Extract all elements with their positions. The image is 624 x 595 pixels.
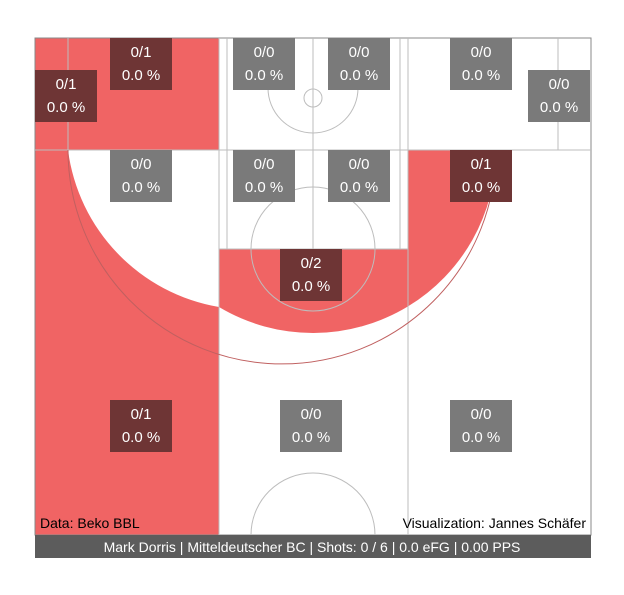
- zone-made-attempts: 0/0: [349, 44, 370, 61]
- zone-fill-three-left: [35, 150, 219, 535]
- free-throw-circle: [250, 186, 376, 312]
- zone-label-three-top: 0/0 0.0 %: [280, 400, 342, 452]
- three-point-arc: [67, 149, 497, 365]
- zone-label-box: [233, 150, 295, 202]
- zone-fg-percent: 0.0 %: [245, 67, 283, 84]
- zone-made-attempts: 0/2: [301, 255, 322, 272]
- zone-made-attempts: 0/0: [131, 156, 152, 173]
- zone-label-baseline-paint-right: 0/0 0.0 %: [328, 38, 390, 90]
- zone-label-box: [233, 38, 295, 90]
- zone-label-paint-upper-right: 0/0 0.0 %: [328, 150, 390, 202]
- zone-made-attempts: 0/0: [254, 44, 275, 61]
- zone-made-attempts: 0/0: [471, 44, 492, 61]
- zone-made-attempts: 0/1: [131, 406, 152, 423]
- zone-label-box: [110, 150, 172, 202]
- zone-fg-percent: 0.0 %: [122, 67, 160, 84]
- restricted-area-arc: [267, 87, 359, 134]
- zone-fg-percent: 0.0 %: [245, 179, 283, 196]
- zone-label-top-key-2: 0/2 0.0 %: [280, 249, 342, 301]
- zone-made-attempts: 0/0: [471, 406, 492, 423]
- zone-fg-percent: 0.0 %: [340, 179, 378, 196]
- zone-fg-percent: 0.0 %: [292, 429, 330, 446]
- zone-label-box: [110, 38, 172, 90]
- zone-fg-percent: 0.0 %: [47, 99, 85, 116]
- zone-label-box: [328, 150, 390, 202]
- zone-label-corner3-right: 0/0 0.0 %: [528, 70, 590, 122]
- zone-fg-percent: 0.0 %: [340, 67, 378, 84]
- zone-label-three-right: 0/0 0.0 %: [450, 400, 512, 452]
- zone-fg-percent: 0.0 %: [462, 179, 500, 196]
- zone-label-box: [280, 400, 342, 452]
- zone-label-box: [450, 400, 512, 452]
- zone-label-box: [450, 38, 512, 90]
- zone-made-attempts: 0/0: [549, 76, 570, 93]
- zone-label-box: [110, 400, 172, 452]
- zone-made-attempts: 0/0: [254, 156, 275, 173]
- zone-made-attempts: 0/0: [301, 406, 322, 423]
- zone-made-attempts: 0/1: [471, 156, 492, 173]
- footer-stats-label: Mark Dorris | Mitteldeutscher BC | Shots…: [104, 539, 521, 555]
- zone-label-box: [528, 70, 590, 122]
- zone-fg-percent: 0.0 %: [462, 429, 500, 446]
- zone-label-box: [35, 70, 97, 122]
- zone-made-attempts: 0/1: [56, 76, 77, 93]
- zone-made-attempts: 0/0: [349, 156, 370, 173]
- zone-label-corner3-left-upper: 0/1 0.0 %: [110, 38, 172, 90]
- zone-label-box: [280, 249, 342, 301]
- zone-label-wing2-left: 0/0 0.0 %: [110, 150, 172, 202]
- zone-fg-percent: 0.0 %: [462, 67, 500, 84]
- zone-fg-percent: 0.0 %: [540, 99, 578, 116]
- zone-label-three-left: 0/1 0.0 %: [110, 400, 172, 452]
- visualization-credit-label: Visualization: Jannes Schäfer: [403, 515, 587, 531]
- zone-label-box: [328, 38, 390, 90]
- hoop: [303, 88, 323, 108]
- zone-label-baseline-paint-left: 0/0 0.0 %: [233, 38, 295, 90]
- zone-fg-percent: 0.0 %: [122, 179, 160, 196]
- zone-fg-percent: 0.0 %: [292, 278, 330, 295]
- zone-labels: 0/1 0.0 % 0/1 0.0 % 0/0 0.0 % 0/0 0.0 % 0/0 0.0 %…: [35, 38, 590, 452]
- zone-fills: [35, 38, 496, 535]
- zone-label-paint-upper-left: 0/0 0.0 %: [233, 150, 295, 202]
- zone-made-attempts: 0/1: [131, 44, 152, 61]
- footer-bar: [35, 535, 591, 558]
- zone-fg-percent: 0.0 %: [122, 429, 160, 446]
- center-circle-arc: [250, 472, 376, 536]
- data-source-label: Data: Beko BBL: [40, 515, 140, 531]
- zone-label-baseline-mid-right: 0/0 0.0 %: [450, 38, 512, 90]
- zone-label-box: [450, 150, 512, 202]
- zone-label-corner3-left-lower: 0/1 0.0 %: [35, 70, 97, 122]
- zone-label-wing2-right: 0/1 0.0 %: [450, 150, 512, 202]
